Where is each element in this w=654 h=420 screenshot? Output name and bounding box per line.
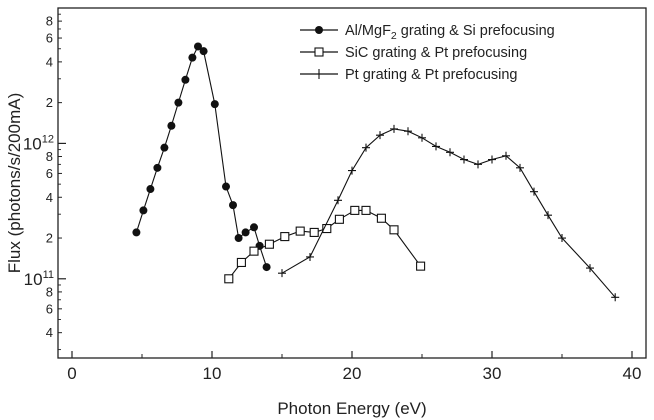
x-tick-label: 0: [67, 364, 76, 383]
y-minor-tick-label: 8: [46, 14, 53, 29]
y-major-tick-label: 1011: [24, 269, 54, 289]
data-point: [229, 201, 237, 210]
legend-item-pt: Pt grating & Pt prefocusing: [300, 67, 518, 83]
data-point: [280, 232, 290, 242]
data-point: [530, 187, 538, 196]
x-tick-label: 30: [483, 364, 502, 383]
y-axis-label: Flux (photons/s/200mA): [5, 93, 24, 273]
series-0: [132, 42, 271, 272]
data-point: [404, 127, 412, 136]
data-point: [322, 223, 332, 234]
data-point: [376, 131, 384, 140]
y-minor-tick-label: 8: [46, 284, 53, 299]
y-minor-tick-label: 6: [46, 301, 53, 316]
legend-label-sic: SiC grating & Pt prefocusing: [345, 45, 527, 61]
data-point: [222, 182, 230, 191]
data-point: [389, 225, 399, 235]
series-line: [281, 128, 616, 298]
data-point: [199, 47, 208, 56]
legend-label-al-mgf2: Al/MgF2 grating & Si prefocusing: [345, 23, 555, 42]
data-point: [446, 148, 454, 157]
y-axis-ticks: 1011 1012 4 6 8 2 4 6 8 2 4 6 8: [23, 14, 66, 351]
data-point: [306, 252, 314, 261]
data-point: [210, 100, 219, 109]
data-point: [558, 234, 566, 243]
data-point: [474, 160, 482, 169]
y-minor-tick-label: 6: [46, 31, 53, 46]
data-point: [418, 133, 426, 142]
data-point: [194, 42, 202, 51]
x-tick-label: 10: [203, 364, 222, 383]
data-point: [236, 257, 246, 268]
data-point: [188, 53, 197, 62]
data-point: [390, 124, 398, 133]
legend-marker-plus: [314, 69, 324, 79]
data-point: [460, 155, 468, 164]
data-point: [376, 213, 386, 223]
data-point: [250, 223, 258, 232]
data-point: [264, 239, 274, 249]
data-point: [224, 274, 234, 284]
data-point: [132, 228, 141, 237]
data-point: [348, 166, 356, 175]
legend-label-pt: Pt grating & Pt prefocusing: [345, 67, 518, 83]
data-point: [234, 234, 243, 243]
data-point: [139, 206, 148, 215]
data-point: [350, 205, 360, 215]
y-minor-tick-label: 8: [46, 149, 53, 164]
x-tick-label: 40: [623, 364, 642, 383]
series-1: [224, 205, 426, 284]
data-point: [295, 226, 305, 236]
data-point: [153, 163, 162, 172]
data-series: [132, 42, 620, 302]
legend-marker-filled-circle: [315, 26, 323, 34]
data-point: [181, 75, 190, 84]
data-point: [586, 264, 594, 273]
y-minor-tick-label: 4: [46, 325, 53, 340]
series-2: [278, 124, 620, 302]
y-minor-tick-label: 4: [46, 190, 53, 205]
data-point: [432, 142, 440, 151]
data-point: [361, 205, 371, 215]
data-point: [611, 293, 620, 302]
data-point: [174, 98, 183, 107]
y-major-tick-label: 1012: [23, 133, 54, 153]
data-point: [334, 196, 342, 205]
data-point: [362, 143, 370, 152]
data-point: [249, 246, 259, 256]
y-minor-tick-label: 4: [46, 54, 53, 69]
data-point: [262, 263, 271, 272]
legend-item-sic: SiC grating & Pt prefocusing: [300, 45, 527, 61]
data-point: [334, 214, 344, 224]
data-point: [167, 121, 176, 130]
y-minor-tick-label: 2: [46, 95, 53, 110]
legend-marker-open-square: [314, 47, 324, 57]
data-point: [278, 269, 286, 278]
legend-item-al-mgf2: Al/MgF2 grating & Si prefocusing: [300, 23, 555, 42]
y-minor-tick-label: 6: [46, 166, 53, 181]
x-axis-ticks: 0 10 20 30 40: [67, 351, 641, 383]
legend: Al/MgF2 grating & Si prefocusing SiC gra…: [300, 23, 555, 83]
x-tick-label: 20: [343, 364, 362, 383]
x-axis-label: Photon Energy (eV): [277, 399, 426, 418]
data-point: [309, 227, 319, 237]
data-point: [160, 143, 169, 152]
data-point: [241, 228, 250, 237]
data-point: [502, 151, 510, 160]
data-point: [516, 163, 524, 172]
data-point: [544, 211, 552, 220]
data-point: [488, 155, 496, 164]
y-minor-tick-label: 2: [46, 231, 53, 246]
data-point: [416, 261, 426, 271]
data-point: [146, 185, 155, 194]
